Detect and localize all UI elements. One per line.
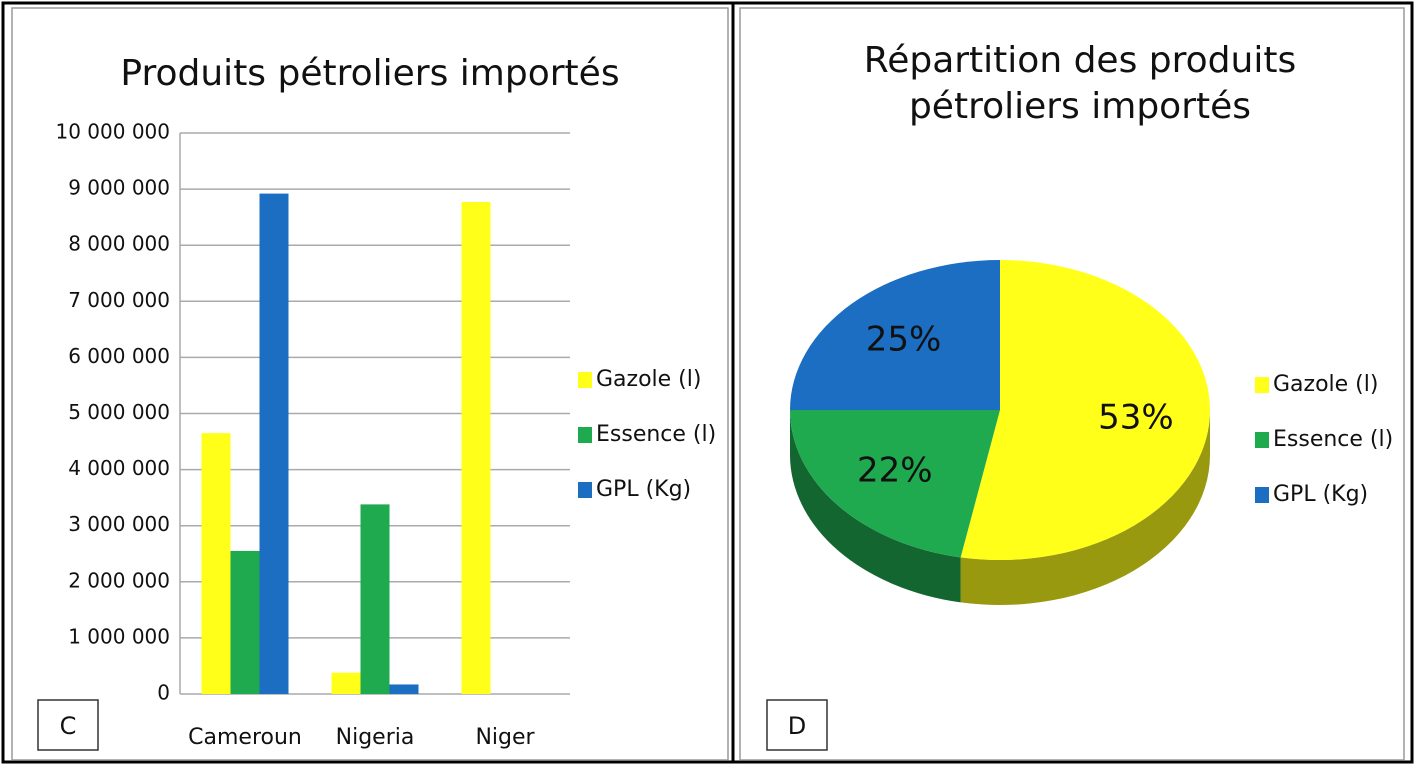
legend-swatch [578,372,592,388]
y-tick-label: 2 000 000 [68,568,170,592]
pie-side [790,410,961,603]
legend-label: Essence (l) [596,422,716,447]
bar [389,684,419,694]
panel-label: C [60,712,77,740]
pie-slice [960,260,1210,560]
y-tick-label: 6 000 000 [68,344,170,368]
pie-side [960,410,1210,605]
x-tick-label: Cameroun [188,725,302,750]
y-tick-label: 7 000 000 [68,288,170,312]
legend-swatch [1255,487,1269,503]
bar [331,672,361,694]
panel-label-box [37,699,99,751]
y-tick-label: 9 000 000 [68,176,170,200]
panel-label: D [788,712,806,740]
y-tick-label: 10 000 000 [55,120,170,144]
pie-label: 53% [1098,398,1174,438]
pie-label: 25% [866,320,942,360]
bar [259,193,289,694]
legend-swatch [578,427,592,443]
chart-title: Répartition des produits pétroliers impo… [863,40,1297,127]
pie-label: 22% [857,451,933,491]
y-tick-label: 4 000 000 [68,456,170,480]
bar [461,202,491,695]
chart-title: Produits pétroliers importés [120,53,619,94]
panel-border [11,7,729,761]
legend-label: GPL (Kg) [596,477,691,502]
y-tick-label: 3 000 000 [68,512,170,536]
pie-slice [790,410,1000,558]
bar [201,433,231,694]
legend-swatch [1255,377,1269,393]
legend-label: Essence (l) [1273,427,1393,452]
panel-border [739,7,1405,761]
y-tick-label: 0 [157,681,170,705]
legend-label: Gazole (l) [596,367,701,392]
bar [230,550,260,694]
panel-label-box [766,699,828,751]
x-tick-label: Niger [475,725,535,750]
legend-label: Gazole (l) [1273,372,1378,397]
legend-swatch [578,482,592,498]
y-tick-label: 5 000 000 [68,400,170,424]
legend-swatch [1255,432,1269,448]
pie-slice [790,260,1000,410]
x-tick-label: Nigeria [336,725,415,750]
y-tick-label: 1 000 000 [68,624,170,648]
y-tick-label: 8 000 000 [68,232,170,256]
bar [360,504,390,694]
legend-label: GPL (Kg) [1273,482,1368,507]
